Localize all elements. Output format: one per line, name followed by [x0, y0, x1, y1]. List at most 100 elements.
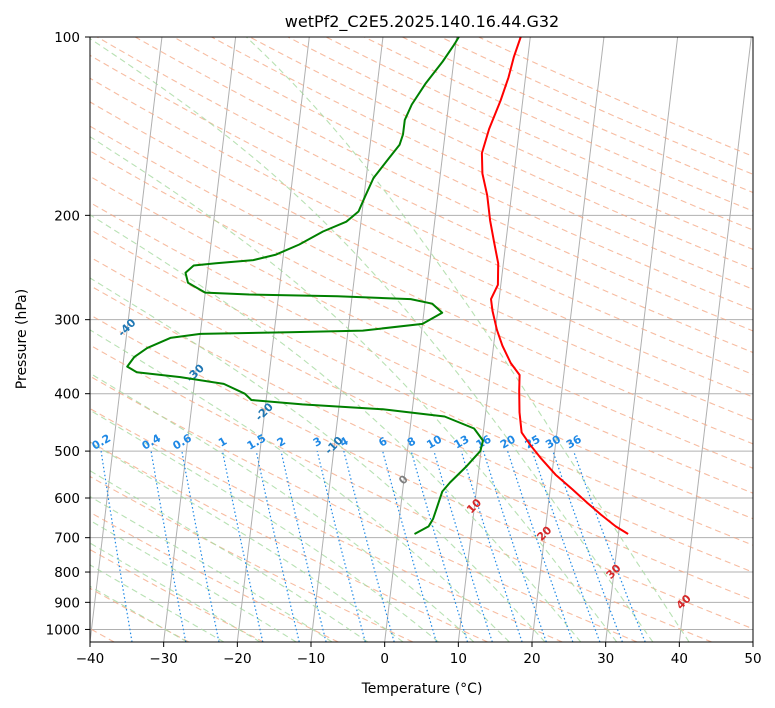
moist-adiabat-line: [90, 37, 654, 642]
y-tick-label: 600: [54, 491, 80, 507]
dry-adiabat-line: [287, 37, 753, 251]
dry-adiabat-label: -60: [0, 216, 3, 239]
x-tick-label: 50: [744, 651, 761, 667]
x-tick-label: 0: [380, 651, 389, 667]
dry-adiabat-label: 20: [534, 523, 554, 543]
mixing-ratio-line: [316, 450, 366, 642]
moist-adiabat-line: [90, 542, 261, 642]
dry-adiabat-line: [90, 77, 753, 398]
mixing-ratio-label: 30: [543, 432, 563, 451]
isotherm-line: [0, 37, 15, 642]
y-tick-label: 700: [54, 531, 80, 547]
isotherm-line: [163, 37, 237, 642]
dry-adiabat-line: [96, 37, 753, 354]
mixing-ratio-line: [280, 450, 327, 642]
x-tick-label: 30: [597, 651, 614, 667]
y-tick-label: 800: [54, 565, 80, 581]
moist-adiabat-line: [246, 37, 690, 642]
x-axis-label: Temperature (°C): [361, 681, 483, 697]
background-lines: [0, 37, 753, 642]
mixing-ratio-line: [482, 450, 547, 642]
dry-adiabat-line: [90, 284, 753, 601]
isotherm-line: [678, 37, 752, 642]
dry-adiabat-line: [90, 228, 753, 546]
dry-adiabat-line: [90, 101, 753, 421]
mixing-ratio-label: 36: [564, 432, 584, 451]
mixing-ratio-line: [573, 450, 646, 642]
x-tick-label: 20: [523, 651, 540, 667]
profile-lines: [126, 37, 629, 535]
y-tick-label: 900: [54, 595, 80, 611]
moist-adiabat-line: [90, 519, 297, 642]
mixing-ratio-line: [150, 451, 187, 642]
mixing-ratio-line: [181, 450, 220, 642]
y-tick-label: 1000: [46, 622, 80, 638]
dry-adiabat-line: [135, 37, 753, 332]
moist-adiabat-line: [90, 409, 439, 642]
dry-adiabat-line: [173, 37, 753, 311]
dry-adiabat-line: [478, 37, 753, 157]
y-tick-label: 500: [54, 444, 80, 460]
dry-adiabat-label: 40: [674, 592, 694, 612]
mixing-ratio-line: [255, 450, 300, 642]
isotherm-line: [310, 37, 384, 642]
mixing-ratio-label: 1.5: [245, 432, 268, 453]
mixing-ratio-line: [507, 450, 574, 642]
moist-adiabat-line: [90, 277, 546, 642]
mixing-ratio-label: 8: [405, 435, 418, 450]
mixing-ratio-line: [552, 450, 623, 642]
moist-adiabat-line: [90, 372, 475, 642]
isotherm-line: [457, 37, 531, 642]
dry-adiabat-label: 30: [604, 561, 624, 581]
plot-frame: [89, 36, 754, 643]
mixing-ratio-line: [221, 450, 264, 642]
mixing-ratio-line: [343, 450, 395, 642]
x-axis: −40 −30 −20 −10 0 10 20 30 40 50: [76, 642, 762, 667]
dry-adiabat-line: [90, 407, 563, 642]
dry-adiabat-line: [90, 314, 753, 630]
dry-adiabat-label: -20: [253, 400, 276, 423]
mixing-ratio-label: 13: [452, 433, 472, 452]
y-tick-label: 200: [54, 208, 80, 224]
dry-adiabat-line: [211, 37, 753, 290]
moist-adiabat-line: [90, 470, 369, 642]
y-tick-label: 100: [54, 30, 80, 46]
isotherm-line: [90, 37, 163, 642]
mixing-ratio-label: 6: [376, 434, 389, 449]
moist-adiabat-line: [90, 214, 582, 642]
mixing-ratio-label: 1: [216, 435, 229, 450]
plot-area: -100-90-80-70-60-50-40-30-20-10010203040…: [0, 37, 753, 642]
mixing-ratio-label: 16: [474, 432, 494, 451]
mixing-ratio-label: 20: [498, 432, 518, 451]
dry-adiabat-line: [90, 54, 753, 376]
dry-adiabat-line: [249, 37, 753, 270]
isotherm-line: [752, 637, 753, 642]
dry-adiabat-line: [440, 37, 753, 175]
chart-title: wetPf2_C2E5.2025.140.16.44.G32: [285, 12, 559, 32]
x-tick-label: −10: [297, 651, 326, 667]
moist-adiabat-line: [90, 329, 510, 642]
dry-adiabat-line: [90, 511, 339, 642]
mixing-ratio-label: 0.4: [140, 431, 164, 452]
x-tick-label: 10: [450, 651, 467, 667]
dry-adiabat-line: [402, 37, 753, 194]
temperature-profile-line: [480, 37, 629, 535]
y-axis: 100 200 300 400 500 600 700 800 900 1000: [46, 30, 90, 638]
mixing-ratio-line: [460, 450, 523, 642]
mixing-ratio-line: [382, 450, 437, 642]
moist-adiabat-line: [90, 495, 333, 642]
x-tick-label: −40: [76, 651, 105, 667]
x-tick-label: 40: [671, 651, 688, 667]
y-axis-label: Pressure (hPa): [14, 289, 30, 389]
dry-adiabat-line: [90, 548, 264, 642]
mixing-ratio-label: 10: [424, 432, 444, 451]
x-tick-label: −30: [149, 651, 178, 667]
isotherm-line: [384, 37, 458, 642]
dewpoint-profile-line: [126, 37, 484, 535]
mixing-ratio-line: [100, 451, 133, 642]
dry-adiabat-line: [364, 37, 753, 212]
dry-adiabat-line: [90, 125, 753, 445]
dry-adiabat-line: [325, 37, 753, 231]
isotherm-line: [605, 37, 679, 642]
